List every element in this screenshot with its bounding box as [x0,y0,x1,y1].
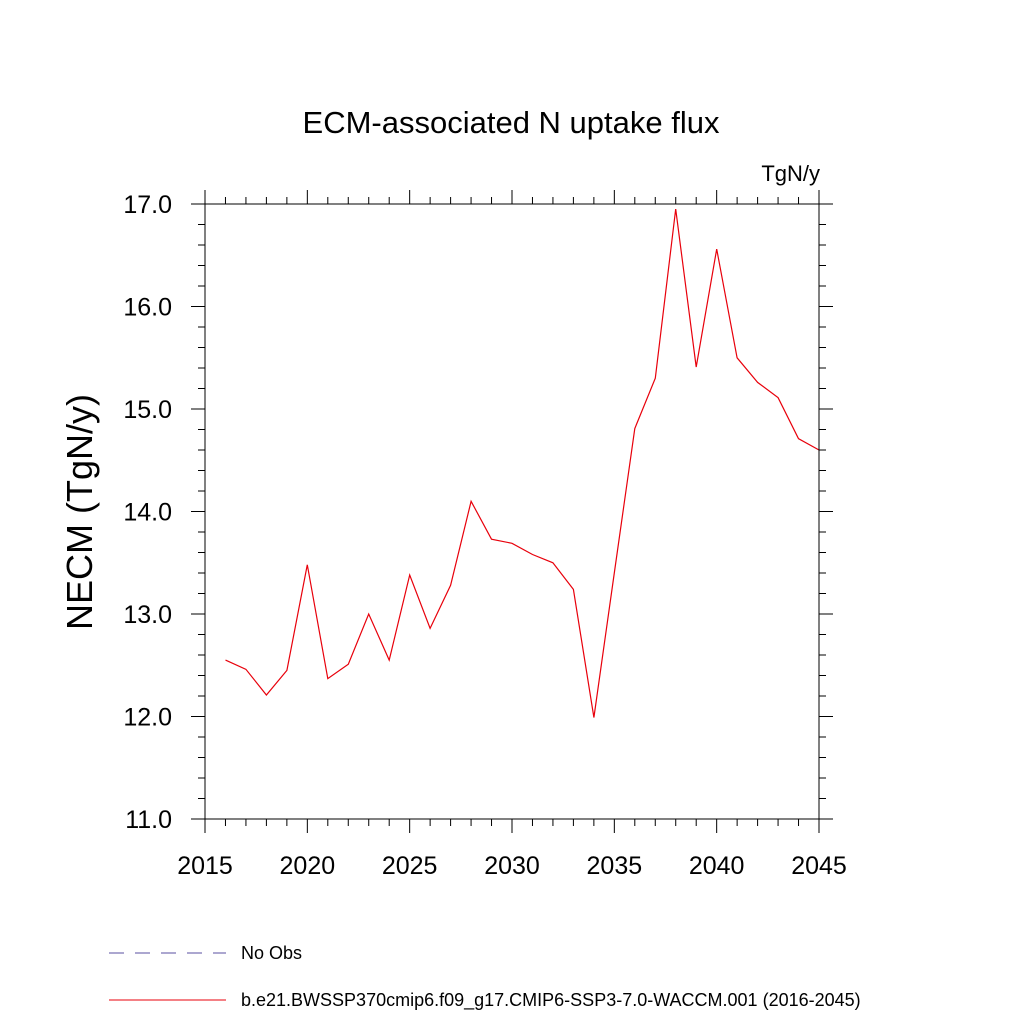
y-tick-label: 16.0 [123,294,172,322]
y-tick-label: 17.0 [123,191,172,219]
y-tick-label: 13.0 [123,601,172,629]
series-line [225,209,820,718]
plot-frame [204,203,820,820]
x-tick-label: 2025 [382,852,438,880]
axis-ticks [191,190,833,833]
y-tick-label: 14.0 [123,499,172,527]
chart-title: ECM-associated N uptake flux [303,105,720,140]
x-tick-label: 2015 [177,852,233,880]
y-axis-label: NECM (TgN/y) [59,394,100,630]
y-tick-label: 12.0 [123,704,172,732]
x-tick-label: 2040 [689,852,745,880]
y-tick-labels: 11.0 12.0 13.0 14.0 15.0 16.0 17.0 [123,191,172,834]
plot-lines [225,209,820,718]
y-tick-label: 11.0 [125,806,172,834]
x-tick-label: 2020 [280,852,336,880]
legend: No Obs b.e21.BWSSP370cmip6.f09_g17.CMIP6-… [109,943,861,1011]
x-tick-label: 2045 [791,852,847,880]
x-tick-label: 2030 [484,852,540,880]
x-tick-label: 2035 [587,852,643,880]
legend-label: b.e21.BWSSP370cmip6.f09_g17.CMIP6-SSP3-7… [241,990,861,1011]
y-tick-label: 15.0 [123,396,172,424]
legend-label: No Obs [241,943,302,963]
x-tick-labels: 2015 2020 2025 2030 2035 2040 2045 [177,852,847,880]
units-label: TgN/y [761,161,820,186]
